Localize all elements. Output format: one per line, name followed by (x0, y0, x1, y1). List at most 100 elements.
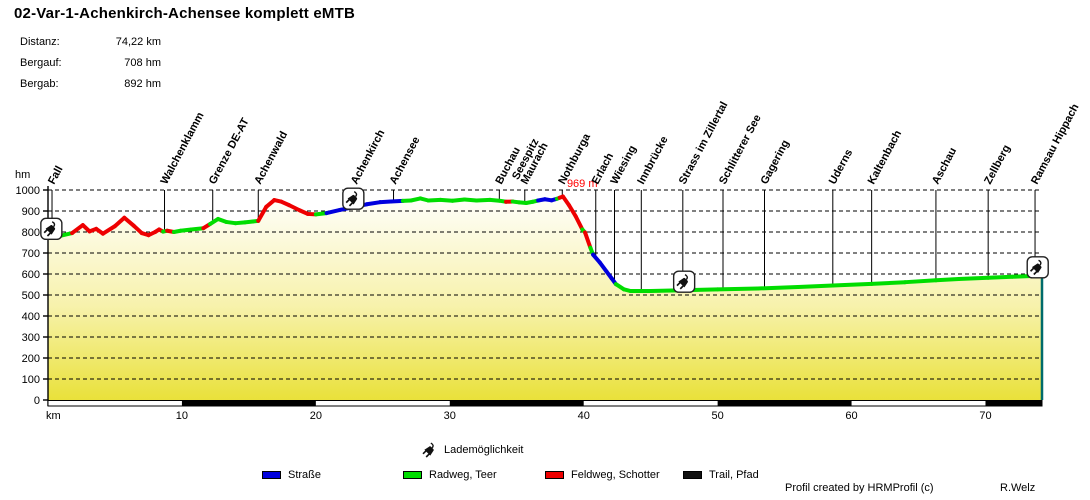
plug-cable (1038, 259, 1042, 266)
stat-label: Bergauf: (20, 56, 62, 69)
legend-charging: Lademöglichkeit (421, 441, 524, 459)
profile-segment (112, 215, 127, 229)
profile-segment (474, 197, 492, 203)
profile-segment (715, 286, 760, 292)
location-label: Walchenklamm (159, 110, 207, 186)
plug-prong (345, 199, 350, 204)
profile-segment (869, 280, 908, 286)
distance-bar-block (449, 400, 584, 406)
legend-swatch-strasse (262, 471, 281, 479)
legend-item-feldweg: Feldweg, Schotter (545, 469, 660, 481)
profile-segment (566, 203, 578, 219)
legend-charging-label: Lademöglichkeit (444, 444, 524, 456)
profile-segment (830, 281, 874, 288)
tour-stats: Distanz: 74,22 km Bergauf: 708 hm Bergab… (20, 31, 161, 94)
y-tick-label: 900 (22, 206, 40, 218)
stat-value: 708 hm (124, 56, 161, 69)
profile-segment (795, 283, 835, 290)
profile-segment (986, 274, 1015, 280)
stat-ascent: Bergauf: 708 hm (20, 52, 161, 73)
plug-body (678, 277, 688, 288)
plug-cable (353, 191, 358, 197)
profile-segment (583, 230, 593, 250)
plug-prong (425, 453, 430, 458)
profile-segment (933, 277, 961, 283)
plug-prong (1029, 267, 1035, 272)
plug-cable (51, 221, 56, 228)
distance-bar-block (985, 400, 1042, 406)
legend-item-trail: Trail, Pfad (683, 469, 759, 481)
footer-credit: Profil created by HRMProfil (c) (785, 482, 934, 494)
legend-label: Radweg, Teer (429, 469, 497, 481)
profile-segment (100, 224, 117, 236)
charging-station-icon (1026, 256, 1049, 279)
legend-swatch-radweg (403, 471, 422, 479)
plug-body (1031, 263, 1042, 274)
location-label: Kaltenbach (866, 128, 905, 186)
profile-segment (573, 214, 585, 232)
profile-segment (755, 285, 800, 291)
legend-label: Trail, Pfad (709, 469, 759, 481)
plug-cable (684, 274, 688, 280)
profile-segment (426, 197, 443, 203)
profile-segment (462, 197, 479, 203)
y-axis-title: hm (15, 169, 30, 181)
location-label: Achenwald (252, 129, 290, 186)
plug-body (424, 446, 434, 456)
profile-segment (438, 197, 455, 203)
location-label: Ramsau Hippach (1029, 102, 1082, 187)
location-label: Zellberg (982, 143, 1013, 186)
distance-bar-outline (47, 400, 1043, 407)
location-label: Gagering (759, 138, 792, 186)
y-tick-label: 700 (22, 248, 40, 260)
location-label: Aschau (930, 146, 959, 187)
location-label: Schlitterer See (717, 113, 764, 187)
charging-station-icon (672, 270, 696, 293)
location-label: Fall (46, 164, 65, 186)
location-label: Innbrücke (635, 134, 670, 186)
legend-label: Straße (288, 469, 322, 481)
distance-bar-block (717, 400, 852, 406)
legend-item-radweg: Radweg, Teer (403, 469, 497, 481)
y-tick-label: 600 (22, 269, 40, 281)
peak-label: 969 m (567, 178, 598, 190)
plug-cable (430, 442, 434, 449)
plug-prong (676, 282, 681, 287)
legend-swatch-trail (683, 471, 702, 479)
plug-prong (348, 202, 354, 207)
legend-item-strasse: Straße (262, 469, 321, 481)
legend-swatch-feldweg (545, 471, 564, 479)
location-label: Wiesing (609, 144, 639, 187)
profile-segment (648, 288, 680, 294)
profile-segment (388, 198, 405, 204)
legend-label: Feldweg, Schotter (571, 469, 660, 481)
y-tick-label: 0 (34, 395, 40, 407)
area-fill (48, 196, 1042, 400)
stat-label: Bergab: (20, 77, 59, 90)
x-tick-label: 10 (176, 410, 188, 422)
x-tick-label: 60 (845, 410, 857, 422)
y-tick-label: 1000 (16, 185, 40, 197)
location-label: Uderns (827, 147, 855, 186)
stat-value: 74,22 km (115, 35, 161, 48)
profile-segment (70, 223, 85, 236)
x-tick-label: 30 (444, 410, 456, 422)
profile-segment (324, 207, 342, 216)
plug-body (45, 225, 56, 235)
plug-prong (46, 232, 52, 237)
page-title: 02-Var-1-Achenkirch-Achensee komplett eM… (14, 5, 355, 22)
y-tick-label: 100 (22, 374, 40, 386)
location-label: Achenkirch (349, 128, 388, 187)
profile-segment (364, 200, 383, 207)
y-tick-label: 800 (22, 227, 40, 239)
footer-author: R.Welz (1000, 482, 1036, 494)
y-tick-label: 300 (22, 332, 40, 344)
location-label: Grenze DE-AT (207, 116, 252, 186)
profile-segment (903, 278, 938, 285)
plug-prong (679, 285, 684, 290)
charging-station-icon (342, 187, 365, 210)
distance-bar-block (181, 400, 316, 406)
stat-descent: Bergab: 892 hm (20, 73, 161, 94)
profile-segment (122, 215, 136, 228)
